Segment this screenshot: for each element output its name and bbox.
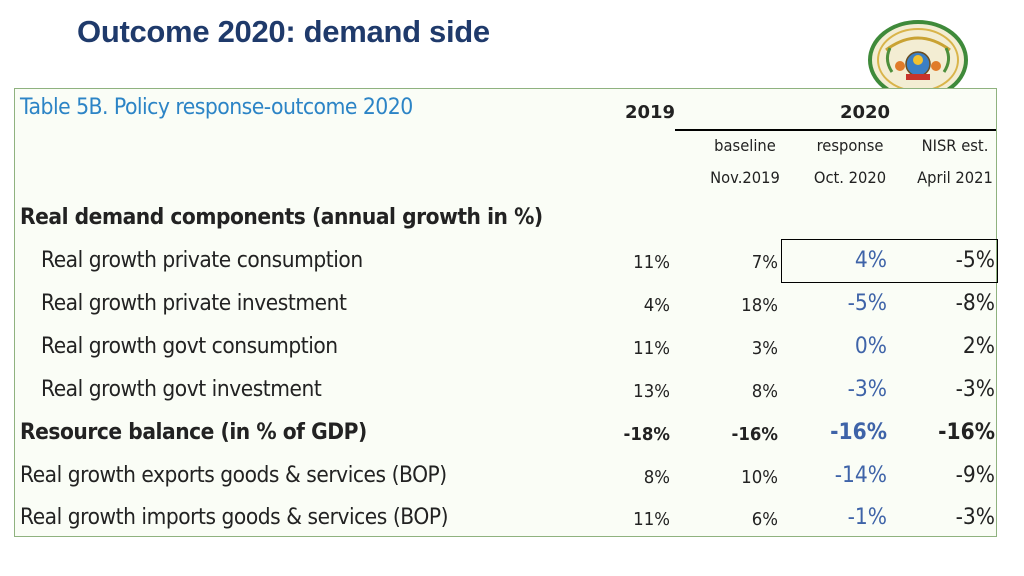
- value-nisr: -16%: [938, 420, 995, 445]
- value-response: -3%: [847, 377, 887, 402]
- value-nisr: -3%: [955, 505, 995, 530]
- col-response-line1: response: [816, 136, 884, 155]
- value-response: 0%: [854, 334, 887, 359]
- year-2020-header: 2020: [839, 102, 891, 123]
- value-response: 4%: [854, 248, 887, 273]
- value-2019: 4%: [643, 295, 670, 316]
- col-baseline-line1: baseline: [714, 136, 776, 155]
- col-nisr-line1: NISR est.: [921, 136, 989, 155]
- value-baseline: 8%: [751, 381, 778, 402]
- value-2019: -18%: [623, 424, 670, 445]
- value-nisr: 2%: [962, 334, 995, 359]
- row-label: Real growth private consumption: [41, 248, 363, 273]
- value-baseline: 18%: [741, 295, 778, 316]
- row-label: Real growth imports goods & services (BO…: [20, 505, 449, 530]
- value-2019: 11%: [633, 338, 670, 359]
- year-2019-header: 2019: [624, 102, 676, 123]
- value-baseline: 7%: [751, 252, 778, 273]
- value-nisr: -3%: [955, 377, 995, 402]
- row-label: Real growth exports goods & services (BO…: [20, 463, 447, 488]
- value-baseline: 3%: [751, 338, 778, 359]
- row-label: Resource balance (in % of GDP): [20, 420, 367, 445]
- row-label: Real growth private investment: [41, 291, 347, 316]
- col-nisr-line2: April 2021: [917, 168, 993, 187]
- value-response: -14%: [834, 463, 887, 488]
- value-baseline: -16%: [731, 424, 778, 445]
- row-label: Real growth govt investment: [41, 377, 322, 402]
- value-baseline: 6%: [751, 509, 778, 530]
- value-response: -5%: [847, 291, 887, 316]
- row-label: Real growth govt consumption: [41, 334, 338, 359]
- value-nisr: -8%: [955, 291, 995, 316]
- value-2019: 13%: [633, 381, 670, 402]
- value-2019: 11%: [633, 509, 670, 530]
- highlight-box: [781, 239, 998, 283]
- value-response: -1%: [847, 505, 887, 530]
- policy-response-table: Table 5B. Policy response-outcome 2020 2…: [14, 88, 998, 537]
- value-response: -16%: [830, 420, 887, 445]
- value-baseline: 10%: [741, 467, 778, 488]
- value-2019: 11%: [633, 252, 670, 273]
- value-nisr: -9%: [955, 463, 995, 488]
- value-2019: 8%: [643, 467, 670, 488]
- row-label: Real demand components (annual growth in…: [20, 205, 543, 230]
- year-2020-underline: [675, 129, 996, 131]
- value-nisr: -5%: [955, 248, 995, 273]
- coat-of-arms-icon: [868, 20, 968, 88]
- table-title: Table 5B. Policy response-outcome 2020: [20, 95, 413, 120]
- col-baseline-line2: Nov.2019: [710, 168, 780, 187]
- col-response-line2: Oct. 2020: [813, 168, 887, 187]
- slide-title: Outcome 2020: demand side: [77, 14, 490, 49]
